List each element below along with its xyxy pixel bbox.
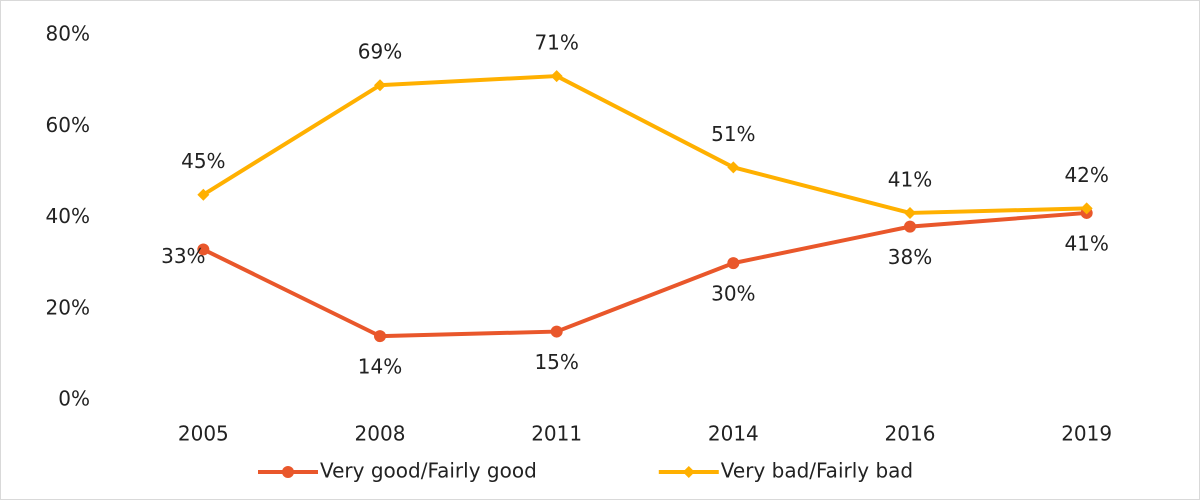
data-label: 71% [534, 31, 578, 55]
data-point [904, 206, 916, 219]
data-point [550, 325, 563, 338]
x-tick-label: 2011 [531, 422, 582, 446]
series-line [202, 210, 1087, 339]
x-tick-label: 2014 [708, 422, 759, 446]
data-label: 69% [358, 40, 402, 64]
y-tick-label: 20% [46, 295, 90, 319]
data-point [1080, 202, 1093, 215]
x-tick-label: 2016 [885, 422, 936, 446]
y-tick-label: 80% [46, 22, 90, 46]
data-point [904, 220, 916, 233]
y-tick-label: 0% [58, 387, 90, 411]
data-point [374, 79, 386, 92]
x-tick-label: 2008 [355, 422, 406, 446]
data-label: 38% [888, 245, 932, 269]
data-label: 30% [711, 282, 755, 306]
data-label: 41% [1064, 231, 1108, 255]
data-label: 15% [534, 350, 578, 374]
data-label: 33% [161, 244, 205, 268]
data-label: 42% [1064, 163, 1108, 187]
legend-label: Very good/Fairly good [320, 459, 537, 483]
legend-marker [682, 466, 695, 478]
data-point [197, 243, 210, 256]
x-tick-label: 2005 [178, 422, 229, 446]
data-label: 41% [888, 167, 932, 191]
legend-marker [282, 466, 294, 478]
data-point [197, 188, 210, 201]
data-point [374, 330, 386, 343]
data-label: 51% [711, 122, 755, 146]
data-point [550, 70, 563, 83]
data-point [727, 161, 740, 174]
y-tick-label: 60% [46, 113, 90, 137]
data-point [727, 257, 740, 270]
data-label: 45% [181, 149, 225, 173]
series-line [202, 74, 1087, 215]
legend-label: Very bad/Fairly bad [721, 459, 913, 483]
y-tick-label: 40% [46, 204, 90, 228]
x-tick-label: 2019 [1061, 422, 1112, 446]
data-label: 14% [358, 355, 402, 379]
